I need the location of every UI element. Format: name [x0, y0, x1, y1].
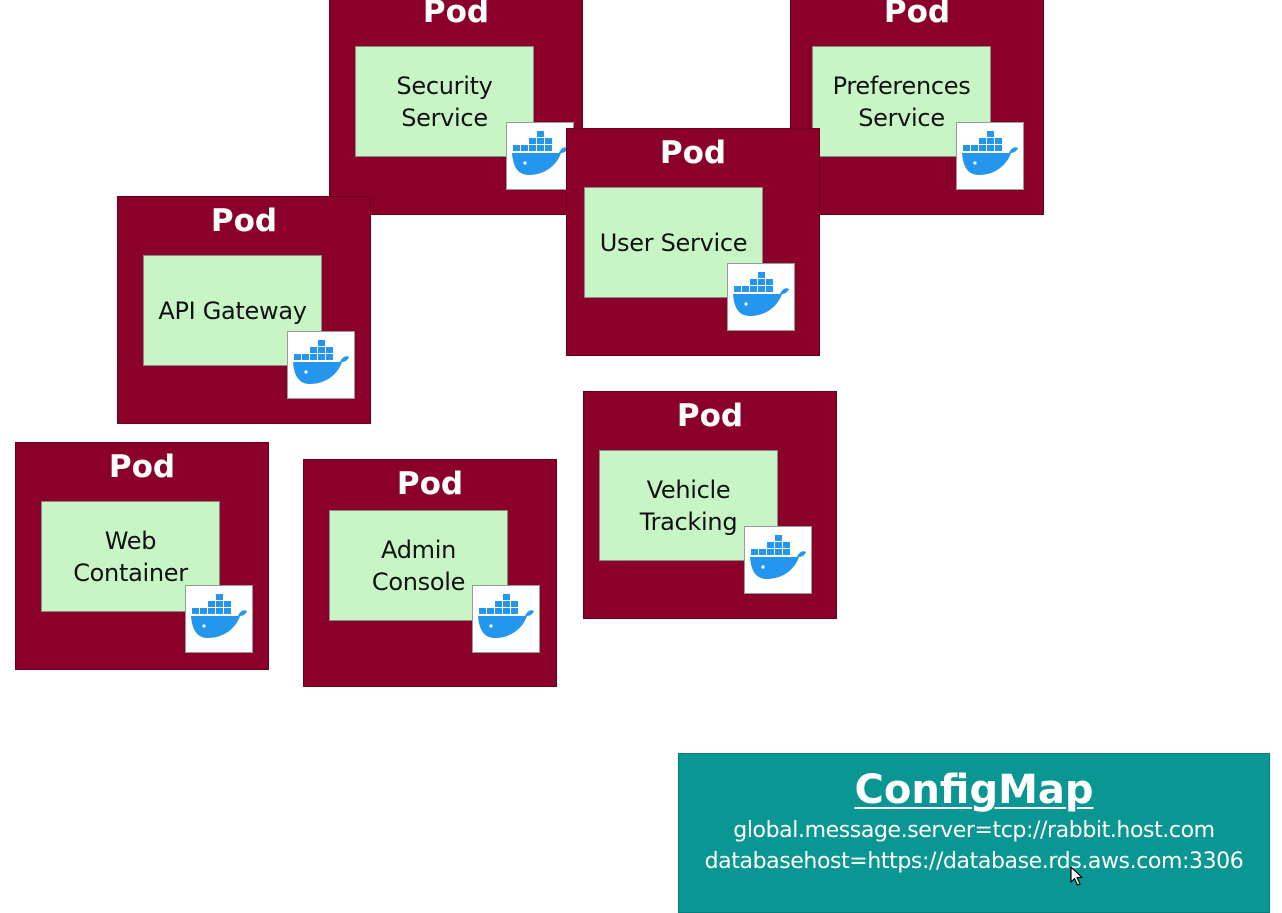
- service-label: User Service: [599, 228, 748, 257]
- docker-whale-icon: [750, 535, 806, 579]
- service-label: Admin Console: [371, 535, 466, 596]
- service-label: Security Service: [396, 71, 493, 132]
- docker-icon-box: [287, 331, 355, 399]
- pod-title: Pod: [210, 203, 278, 239]
- docker-icon-box: [956, 122, 1024, 190]
- service-box-security: Security Service: [355, 46, 534, 157]
- docker-whale-icon: [478, 594, 534, 638]
- docker-icon-box: [744, 526, 812, 594]
- service-box-vehicle-tracking: Vehicle Tracking: [599, 450, 778, 561]
- docker-icon-box: [185, 585, 253, 653]
- docker-icon-box: [472, 585, 540, 653]
- pod-admin-console: Pod Admin Console: [303, 459, 557, 687]
- pod-title: Pod: [659, 135, 727, 171]
- docker-whale-icon: [191, 594, 247, 638]
- configmap-entry: global.message.server=tcp://rabbit.host.…: [733, 818, 1215, 843]
- configmap-entry: databasehost=https://database.rds.aws.co…: [704, 849, 1244, 874]
- docker-whale-icon: [512, 131, 568, 175]
- docker-icon-box: [506, 122, 574, 190]
- pod-security-service: Pod Security Service: [329, 0, 583, 215]
- docker-whale-icon: [962, 131, 1018, 175]
- pod-title: Pod: [422, 0, 490, 30]
- pod-user-service: Pod User Service: [566, 128, 820, 356]
- service-label: Web Container: [73, 526, 188, 587]
- service-label: API Gateway: [158, 296, 307, 325]
- service-label: Vehicle Tracking: [639, 475, 738, 536]
- service-box-user: User Service: [584, 187, 763, 298]
- pod-web-container: Pod Web Container: [15, 442, 269, 670]
- docker-whale-icon: [293, 340, 349, 384]
- configmap-title: ConfigMap: [854, 767, 1094, 813]
- pod-preferences-service: Pod Preferences Service: [790, 0, 1044, 215]
- pod-title: Pod: [396, 466, 464, 502]
- pod-title: Pod: [676, 398, 744, 434]
- docker-whale-icon: [733, 272, 789, 316]
- pod-title: Pod: [108, 449, 176, 485]
- service-box-api-gateway: API Gateway: [143, 255, 322, 366]
- docker-icon-box: [727, 263, 795, 331]
- pod-api-gateway: Pod API Gateway: [117, 196, 371, 424]
- mouse-pointer-icon: [1070, 866, 1083, 886]
- service-label: Preferences Service: [832, 71, 971, 132]
- configmap-box: ConfigMap global.message.server=tcp://ra…: [678, 753, 1270, 913]
- pod-vehicle-tracking: Pod Vehicle Tracking: [583, 391, 837, 619]
- pod-title: Pod: [883, 0, 951, 30]
